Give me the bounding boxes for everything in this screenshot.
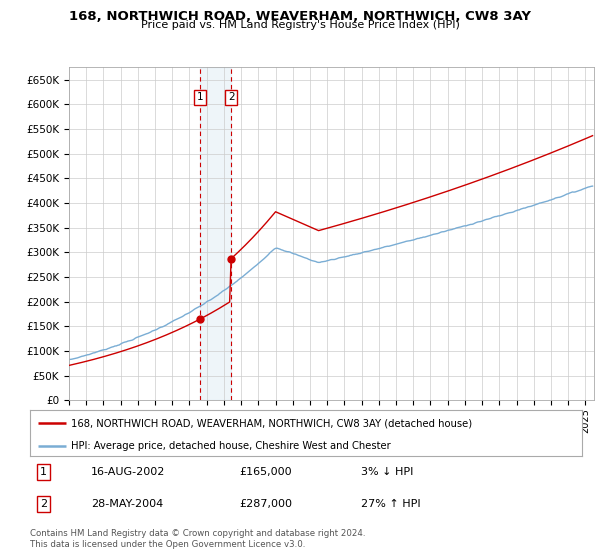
Text: 3% ↓ HPI: 3% ↓ HPI [361, 467, 413, 477]
Text: Price paid vs. HM Land Registry's House Price Index (HPI): Price paid vs. HM Land Registry's House … [140, 20, 460, 30]
Text: Contains HM Land Registry data © Crown copyright and database right 2024.
This d: Contains HM Land Registry data © Crown c… [30, 529, 365, 549]
Text: 27% ↑ HPI: 27% ↑ HPI [361, 500, 421, 509]
Text: 1: 1 [197, 92, 203, 102]
Text: 28-MAY-2004: 28-MAY-2004 [91, 500, 163, 509]
Text: 2: 2 [228, 92, 235, 102]
Text: £287,000: £287,000 [240, 500, 293, 509]
Text: 1: 1 [40, 467, 47, 477]
Text: £165,000: £165,000 [240, 467, 292, 477]
Bar [200, 67, 231, 400]
Text: 2: 2 [40, 500, 47, 509]
Text: HPI: Average price, detached house, Cheshire West and Chester: HPI: Average price, detached house, Ches… [71, 441, 391, 451]
Text: 16-AUG-2002: 16-AUG-2002 [91, 467, 165, 477]
Text: 168, NORTHWICH ROAD, WEAVERHAM, NORTHWICH, CW8 3AY: 168, NORTHWICH ROAD, WEAVERHAM, NORTHWIC… [69, 10, 531, 23]
Text: 168, NORTHWICH ROAD, WEAVERHAM, NORTHWICH, CW8 3AY (detached house): 168, NORTHWICH ROAD, WEAVERHAM, NORTHWIC… [71, 418, 473, 428]
